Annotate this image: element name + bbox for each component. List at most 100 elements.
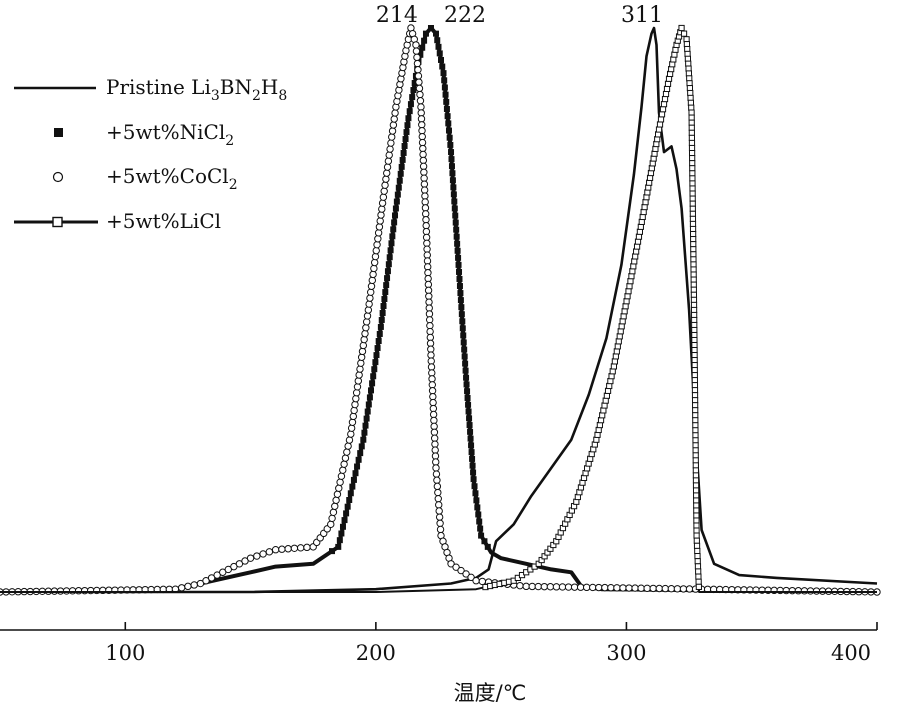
- data-point: [398, 163, 405, 170]
- data-point: [335, 484, 343, 492]
- data-point: [619, 318, 626, 325]
- data-point: [333, 490, 342, 498]
- data-point: [469, 462, 476, 469]
- data-point: [431, 446, 439, 454]
- data-point: [396, 177, 403, 184]
- data-point: [363, 415, 370, 422]
- data-point: [441, 84, 448, 91]
- data-point: [692, 407, 699, 414]
- data-point: [461, 353, 468, 360]
- data-point: [432, 470, 441, 478]
- data-point: [420, 168, 428, 176]
- data-point: [414, 72, 423, 80]
- data-point: [688, 149, 696, 157]
- data-point: [370, 373, 377, 380]
- data-point: [631, 584, 639, 592]
- data-point: [388, 133, 396, 141]
- data-point: [456, 268, 463, 275]
- data-point: [692, 457, 699, 464]
- data-point: [375, 338, 382, 345]
- data-point: [329, 548, 336, 555]
- data-point: [576, 583, 585, 591]
- x-tick-label: 300: [606, 641, 646, 665]
- data-point: [383, 163, 392, 171]
- data-point: [690, 296, 698, 303]
- data-point: [552, 583, 561, 591]
- data-point: [361, 329, 369, 338]
- data-point: [467, 435, 474, 442]
- data-point: [371, 252, 380, 261]
- data-point: [689, 190, 696, 197]
- data-point: [630, 263, 637, 270]
- data-point: [448, 149, 455, 156]
- data-point: [695, 578, 702, 585]
- data-point: [691, 362, 698, 369]
- data-point: [427, 363, 436, 371]
- data-point: [691, 316, 698, 324]
- data-point: [384, 157, 393, 165]
- data-point: [351, 400, 359, 409]
- data-point: [693, 537, 700, 544]
- data-point: [692, 402, 699, 409]
- data-point: [386, 254, 393, 261]
- data-point: [344, 503, 351, 510]
- data-point: [694, 563, 702, 570]
- data-point: [629, 268, 636, 275]
- data-point: [463, 381, 470, 388]
- data-point: [403, 129, 410, 136]
- data-point: [522, 582, 530, 591]
- data-point: [466, 415, 473, 422]
- data-point: [460, 332, 467, 339]
- legend-item-1: +5wt%NiCl2: [54, 120, 234, 149]
- data-point: [595, 583, 603, 592]
- legend-swatch: [54, 128, 63, 137]
- data-point: [689, 225, 697, 233]
- data-point: [374, 229, 383, 237]
- data-point: [457, 297, 464, 304]
- data-point: [378, 199, 387, 207]
- data-point: [688, 129, 695, 136]
- data-point: [416, 90, 424, 99]
- data-point: [350, 476, 357, 483]
- data-point: [392, 212, 399, 219]
- data-point: [390, 226, 397, 233]
- data-point: [404, 122, 411, 129]
- data-point: [418, 132, 426, 141]
- data-point: [388, 240, 395, 247]
- data-point: [358, 347, 367, 356]
- data-point: [435, 507, 443, 515]
- data-point: [428, 387, 437, 395]
- data-point: [444, 113, 451, 120]
- data-point: [374, 345, 381, 352]
- data-point: [464, 394, 471, 401]
- data-point: [443, 106, 450, 113]
- data-point: [693, 542, 701, 549]
- data-point: [433, 482, 442, 491]
- series-layer: [0, 24, 881, 596]
- data-point: [419, 162, 428, 171]
- data-point: [663, 85, 671, 93]
- data-point: [459, 325, 466, 332]
- data-point: [377, 323, 384, 330]
- data-point: [463, 374, 470, 381]
- data-point: [455, 261, 462, 268]
- data-point: [582, 583, 591, 592]
- data-point: [385, 261, 392, 268]
- data-point: [354, 463, 361, 470]
- data-point: [484, 543, 491, 550]
- data-point: [419, 144, 427, 153]
- data-point: [688, 124, 695, 131]
- data-point: [412, 47, 421, 55]
- data-point: [692, 467, 699, 474]
- data-point: [690, 291, 697, 298]
- data-point: [692, 427, 699, 434]
- data-point: [627, 278, 634, 285]
- data-point: [432, 464, 440, 472]
- data-point: [589, 583, 597, 592]
- data-point: [340, 460, 348, 468]
- data-point: [690, 281, 697, 288]
- data-point: [467, 428, 474, 435]
- data-point: [441, 77, 448, 84]
- data-point: [624, 293, 631, 300]
